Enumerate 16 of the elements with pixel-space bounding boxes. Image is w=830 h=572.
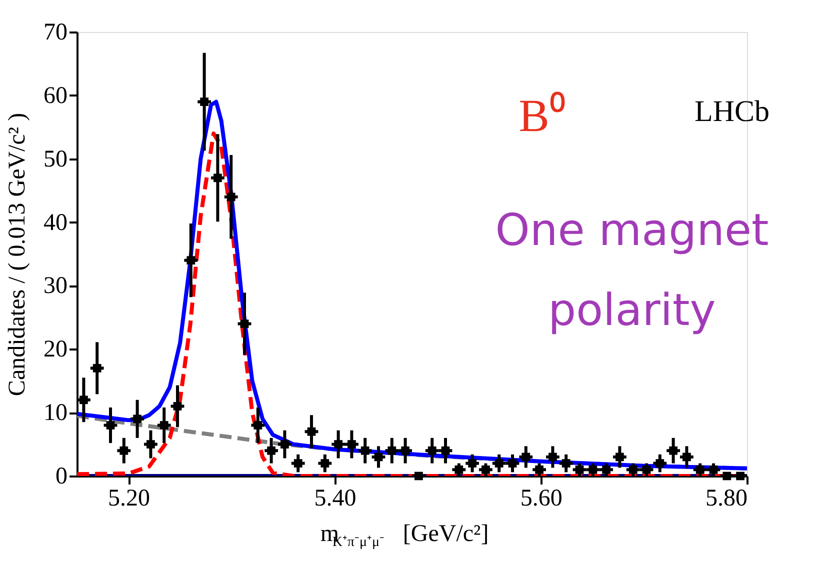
annotation: B⁰ [518, 90, 566, 141]
annotation: LHCb [694, 95, 770, 128]
y-tick-label: 40 [44, 210, 68, 236]
y-tick-label: 0 [56, 464, 68, 490]
y-tick-label: 70 [44, 20, 68, 46]
x-tick-label: 5.40 [314, 486, 356, 512]
y-tick-label: 10 [44, 400, 68, 426]
x-tick-label: 5.20 [108, 486, 150, 512]
y-axis-title: Candidates / ( 0.013 GeV/c² ) [4, 112, 30, 396]
x-tick-label: 5.60 [520, 486, 562, 512]
y-tick-label: 20 [44, 336, 68, 363]
annotation: One magnet polarity [495, 205, 769, 336]
y-tick-label: 30 [44, 273, 68, 300]
y-tick-label: 50 [44, 146, 68, 172]
y-tick-label: 60 [44, 82, 68, 109]
x-tick-label: 5.80 [706, 486, 748, 512]
